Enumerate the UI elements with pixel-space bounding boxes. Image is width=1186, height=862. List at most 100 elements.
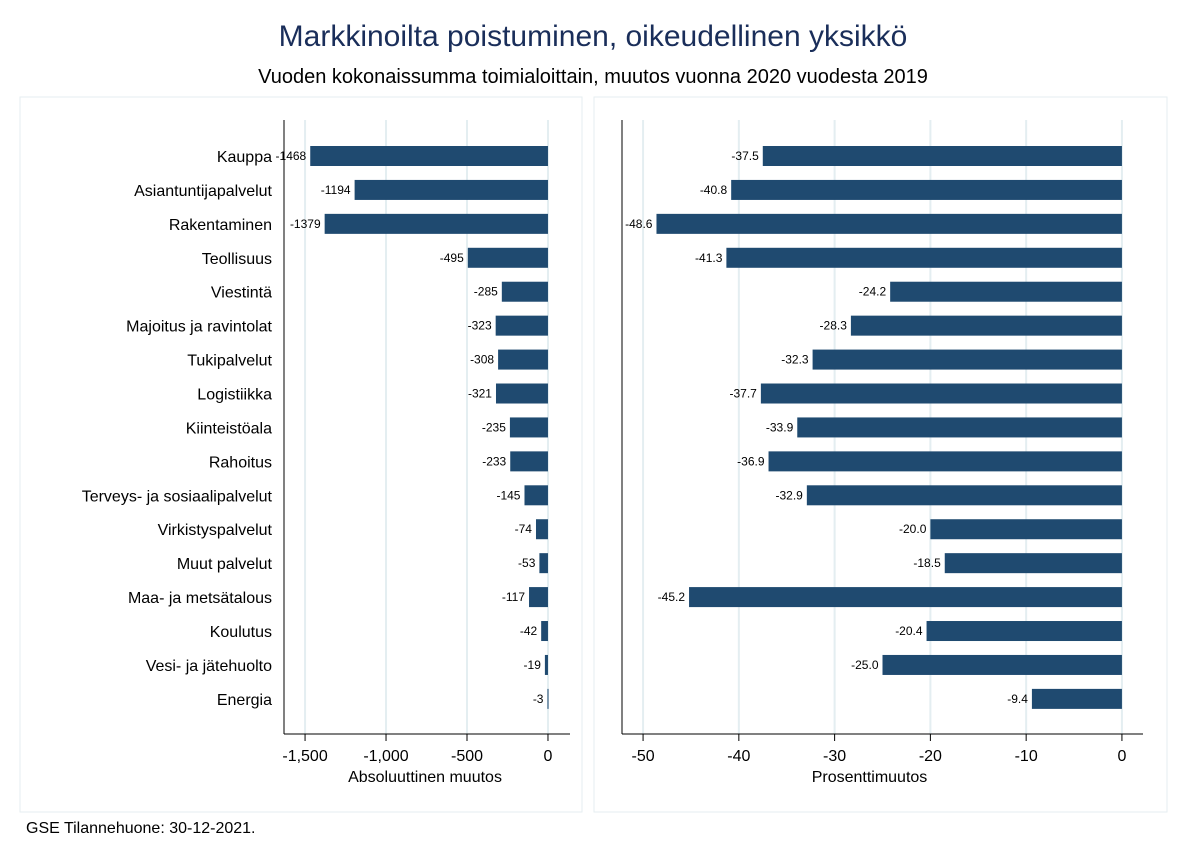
y-tick-label: Tukipalvelut [187,353,272,370]
data-label: -41.3 [695,251,723,265]
bar [926,621,1122,642]
y-tick-label: Energia [217,692,272,709]
bar [930,519,1122,540]
x-tick-label: -10 [1015,748,1038,765]
data-label: -28.3 [820,319,848,333]
data-label: -24.2 [859,285,887,299]
bar [806,485,1122,506]
bar [467,247,548,268]
bar [882,654,1122,675]
data-label: -45.2 [658,590,686,604]
y-tick-label: Kauppa [217,149,272,166]
data-label: -285 [474,285,498,299]
data-label: -18.5 [913,556,941,570]
bar [656,213,1122,234]
y-tick-label: Rahoitus [209,454,272,471]
bar [354,179,548,200]
chart-title: Markkinoilta poistuminen, oikeudellinen … [278,20,908,53]
y-tick-label: Kiinteistöala [186,420,272,437]
bar [524,485,548,506]
data-label: -3 [533,692,544,706]
data-label: -37.7 [730,387,758,401]
y-tick-label: Terveys- ja sosiaalipalvelut [82,488,273,505]
y-tick-label: Majoitus ja ravintolat [126,319,272,336]
data-label: -19 [524,658,542,672]
bar [726,247,1122,268]
x-tick-label: -20 [919,748,942,765]
data-label: -42 [520,624,538,638]
y-tick-label: Asiantuntijapalvelut [134,183,272,200]
x-tick-label: -1,000 [363,748,408,765]
bar [850,315,1122,336]
panel-frame [593,96,1168,813]
source-note: GSE Tilannehuone: 30-12-2021. [26,820,256,837]
data-label: -33.9 [766,420,794,434]
bar [768,451,1122,472]
x-tick-label: -40 [727,748,750,765]
data-label: -40.8 [700,183,728,197]
data-label: -308 [470,353,494,367]
x-tick-label: -1,500 [282,748,327,765]
bar [797,417,1122,438]
bar [544,654,548,675]
bar [890,281,1122,302]
data-label: -74 [515,522,533,536]
data-label: -36.9 [737,454,765,468]
data-label: -25.0 [851,658,879,672]
bar [541,621,548,642]
chart-subtitle: Vuoden kokonaissumma toimialoittain, muu… [258,66,928,88]
bar [498,349,548,370]
bar [539,553,548,574]
x-axis-label: Absoluuttinen muutos [348,769,502,786]
y-tick-label: Muut palvelut [177,556,273,573]
bar [310,146,548,166]
bar [1031,688,1122,709]
data-label: -20.0 [899,522,927,536]
bar [324,213,548,234]
bar [689,587,1122,608]
x-tick-label: -30 [823,748,846,765]
data-label: -145 [496,488,520,502]
data-label: -1468 [276,149,307,163]
bar [812,349,1122,370]
bar [501,281,548,302]
bar [535,519,548,540]
bar [944,553,1122,574]
y-tick-label: Logistiikka [197,387,272,404]
data-label: -32.9 [775,488,803,502]
data-label: -235 [482,420,506,434]
bar [760,383,1122,404]
data-label: -53 [518,556,536,570]
x-tick-label: -50 [632,748,655,765]
x-axis-label: Prosenttimuutos [812,769,928,786]
data-label: -1194 [321,183,351,197]
x-tick-label: 0 [1117,748,1126,765]
data-label: -323 [468,319,492,333]
data-label: -9.4 [1007,692,1028,706]
data-label: -233 [482,454,506,468]
data-label: -37.5 [731,149,759,163]
data-label: -1379 [290,217,321,231]
data-label: -117 [502,590,525,604]
y-tick-label: Virkistyspalvelut [158,522,273,539]
data-label: -48.6 [625,217,653,231]
panel-frame [19,96,583,813]
data-label: -495 [440,251,464,265]
bar [510,451,548,472]
y-tick-label: Teollisuus [202,251,272,268]
x-tick-label: -500 [451,748,483,765]
y-tick-label: Vesi- ja jätehuolto [146,658,272,675]
y-tick-label: Maa- ja metsätalous [128,590,272,607]
data-label: -32.3 [781,353,809,367]
data-label: -321 [468,387,492,401]
bar [509,417,548,438]
data-label: -20.4 [895,624,923,638]
bar [547,688,549,709]
bar [529,587,548,608]
bar [495,315,548,336]
x-tick-label: 0 [544,748,553,765]
y-tick-label: Rakentaminen [169,217,272,234]
bar [495,383,548,404]
